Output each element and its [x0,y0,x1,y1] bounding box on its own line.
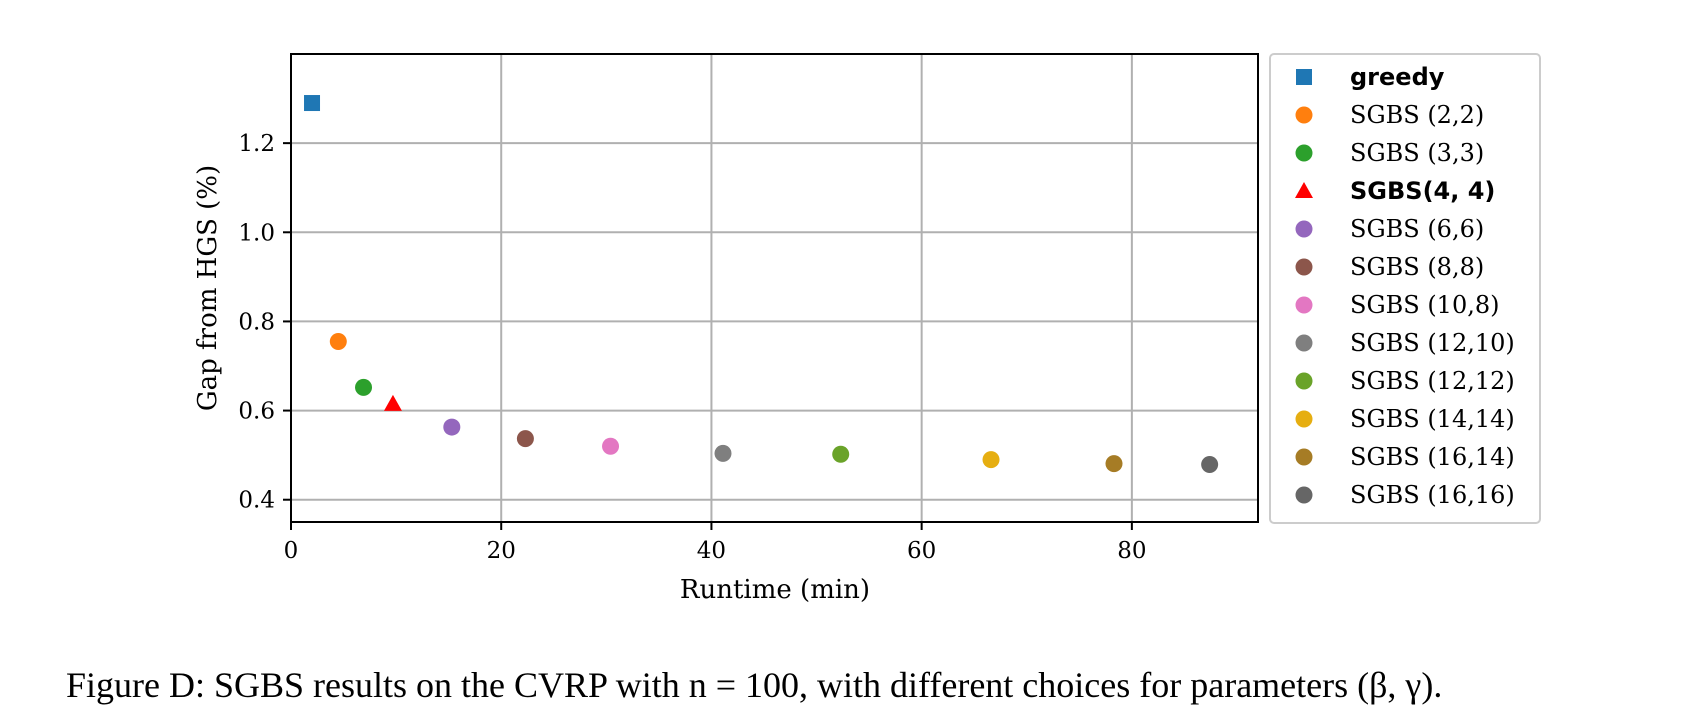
y-tick-label: 1.0 [238,220,275,246]
legend-marker [1295,448,1313,466]
legend-label: SGBS (12,12) [1350,367,1515,395]
figure-caption: Figure D: SGBS results on the CVRP with … [66,665,1443,705]
y-axis-label: Gap from HGS (%) [193,165,223,411]
legend-label: SGBS (10,8) [1350,291,1499,319]
legend-label: greedy [1350,63,1445,91]
legend-label: SGBS (2,2) [1350,101,1484,129]
legend-label: SGBS (3,3) [1350,139,1484,167]
y-axis-ticks: 0.4 0.6 0.8 1.0 1.2 [238,131,291,514]
legend-marker [1295,372,1313,390]
legend-marker [1295,106,1313,124]
x-tick-label: 40 [697,538,726,564]
legend-marker [1295,220,1313,238]
data-point [329,332,347,350]
legend-marker [1296,69,1312,85]
data-point [304,95,321,112]
legend-label: SGBS (6,6) [1350,215,1484,243]
x-axis-ticks: 0 20 40 60 80 [284,522,1147,564]
legend: greedy SGBS (2,2) SGBS (3,3) SGBS(4, 4) SGBS… [1269,53,1541,524]
data-point [1105,455,1123,473]
legend-marker [1295,258,1313,276]
legend-marker [1295,410,1313,428]
legend-marker [1295,296,1313,314]
x-tick-label: 0 [284,538,299,564]
legend-label: SGBS (14,14) [1350,405,1515,433]
grid-lines [290,54,1258,522]
data-point [443,418,461,436]
y-tick-label: 1.2 [238,131,275,157]
data-point [982,451,1000,469]
x-tick-label: 20 [487,538,516,564]
legend-marker [1295,144,1313,162]
plot-frame [290,53,1259,523]
legend-label: SGBS (8,8) [1350,253,1484,281]
data-points [304,95,1219,474]
legend-box [1269,53,1541,524]
y-tick-label: 0.4 [238,488,275,514]
legend-marker [1295,334,1313,352]
data-point [355,378,373,396]
x-tick-label: 60 [907,538,936,564]
legend-marker [1295,182,1313,198]
data-point [832,445,850,463]
legend-label: SGBS (16,16) [1350,481,1515,509]
data-point [714,444,732,462]
data-point [516,430,534,448]
x-tick-label: 80 [1117,538,1146,564]
y-tick-label: 0.6 [238,399,275,425]
x-axis-label: Runtime (min) [680,575,870,605]
legend-label: SGBS (16,14) [1350,443,1515,471]
data-point [383,394,402,411]
data-point [1201,456,1219,474]
y-tick-label: 0.8 [238,309,275,335]
legend-marker [1295,486,1313,504]
data-point [602,437,620,455]
legend-label: SGBS(4, 4) [1350,177,1495,205]
legend-label: SGBS (12,10) [1350,329,1515,357]
